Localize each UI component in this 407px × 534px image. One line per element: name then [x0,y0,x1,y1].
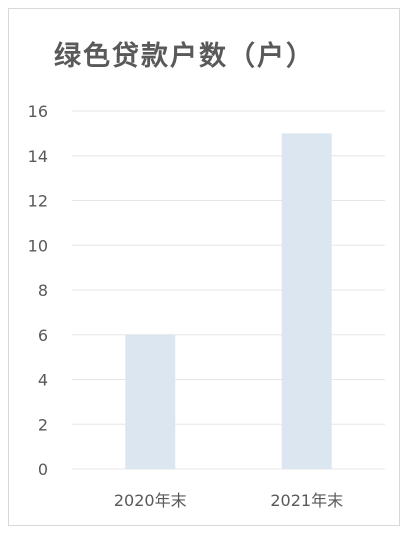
y-tick-label: 16 [28,102,48,121]
y-tick-label: 0 [38,460,48,479]
x-axis-categories: 2020年末 2021年末 [114,491,343,510]
y-axis-ticks: 0 2 4 6 8 10 12 14 16 [28,102,48,479]
gridlines [72,110,385,470]
y-tick-label: 14 [28,147,48,166]
y-tick-label: 2 [38,415,48,434]
y-tick-label: 12 [28,192,48,211]
bar [125,334,176,469]
y-tick-label: 8 [38,281,48,300]
y-tick-label: 4 [38,371,48,390]
x-category-label: 2021年末 [270,491,343,510]
bars [125,133,332,469]
x-category-label: 2020年末 [114,491,187,510]
chart-title: 绿色贷款户数（户） [54,41,315,72]
y-tick-label: 6 [38,326,48,345]
chart-frame [8,8,400,526]
bar [281,133,332,469]
y-tick-label: 10 [28,236,48,255]
